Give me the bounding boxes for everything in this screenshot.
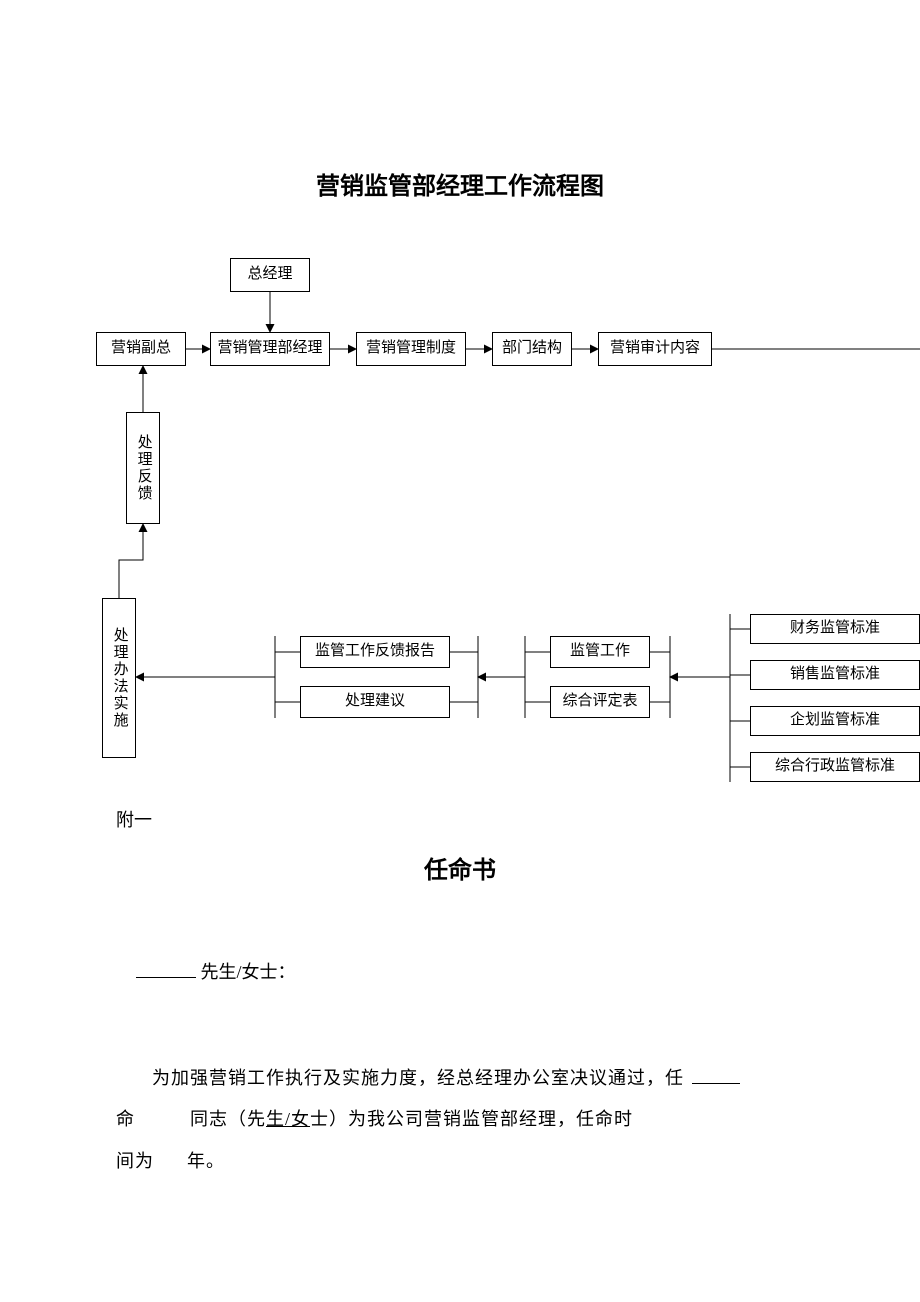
flow-node-n_adminstd: 综合行政监管标准 (750, 752, 920, 782)
flow-node-n_audit: 营销审计内容 (598, 332, 712, 366)
salutation-text: 先生/女士： (201, 962, 296, 982)
flow-node-n_sys: 营销管理制度 (356, 332, 466, 366)
para-seg-2b: 同志（先 (190, 1109, 266, 1129)
blank-name-field (136, 977, 196, 978)
flow-edge (119, 524, 143, 598)
blank-trail (692, 1083, 740, 1084)
para-seg-2a: 命 (116, 1109, 135, 1129)
para-seg-3a: 间为 (116, 1151, 154, 1171)
para-seg-1: 为加强营销工作执行及实施力度，经总经理办公室决议通过，任 (152, 1068, 684, 1088)
appendix-label: 附一 (116, 806, 152, 832)
flow-node-n_report: 监管工作反馈报告 (300, 636, 450, 668)
para-seg-2c: 生/女 (266, 1109, 310, 1129)
flow-node-n_vp: 营销副总 (96, 332, 186, 366)
flow-node-n_gm: 总经理 (230, 258, 310, 292)
flowchart-arrows (0, 0, 920, 820)
flow-node-n_struct: 部门结构 (492, 332, 572, 366)
flow-node-n_mgr: 营销管理部经理 (210, 332, 330, 366)
flow-node-n_feedback: 处理反馈 (126, 412, 160, 524)
flow-node-n_finstd: 财务监管标准 (750, 614, 920, 644)
appointment-title: 任命书 (0, 850, 920, 885)
para-seg-2d: 士）为我公司营销监管部经理，任命时 (310, 1109, 633, 1129)
appointment-paragraph: 为加强营销工作执行及实施力度，经总经理办公室决议通过，任 命 同志（先生/女士）… (116, 1058, 816, 1182)
page: 营销监管部经理工作流程图 总经理营销副总营销管理部经理营销管理制度部门结构营销审… (0, 0, 920, 1302)
flow-node-n_suggest: 处理建议 (300, 686, 450, 718)
flow-node-n_impl: 处理办法实施 (102, 598, 136, 758)
flow-node-n_salestd: 销售监管标准 (750, 660, 920, 690)
flow-node-n_supwork: 监管工作 (550, 636, 650, 668)
flow-node-n_evalform: 综合评定表 (550, 686, 650, 718)
flowchart-diagram: 总经理营销副总营销管理部经理营销管理制度部门结构营销审计内容处理反馈处理办法实施… (0, 0, 920, 820)
para-seg-3b: 年。 (187, 1151, 225, 1171)
salutation-line: 先生/女士： (136, 958, 296, 984)
flow-node-n_planstd: 企划监管标准 (750, 706, 920, 736)
